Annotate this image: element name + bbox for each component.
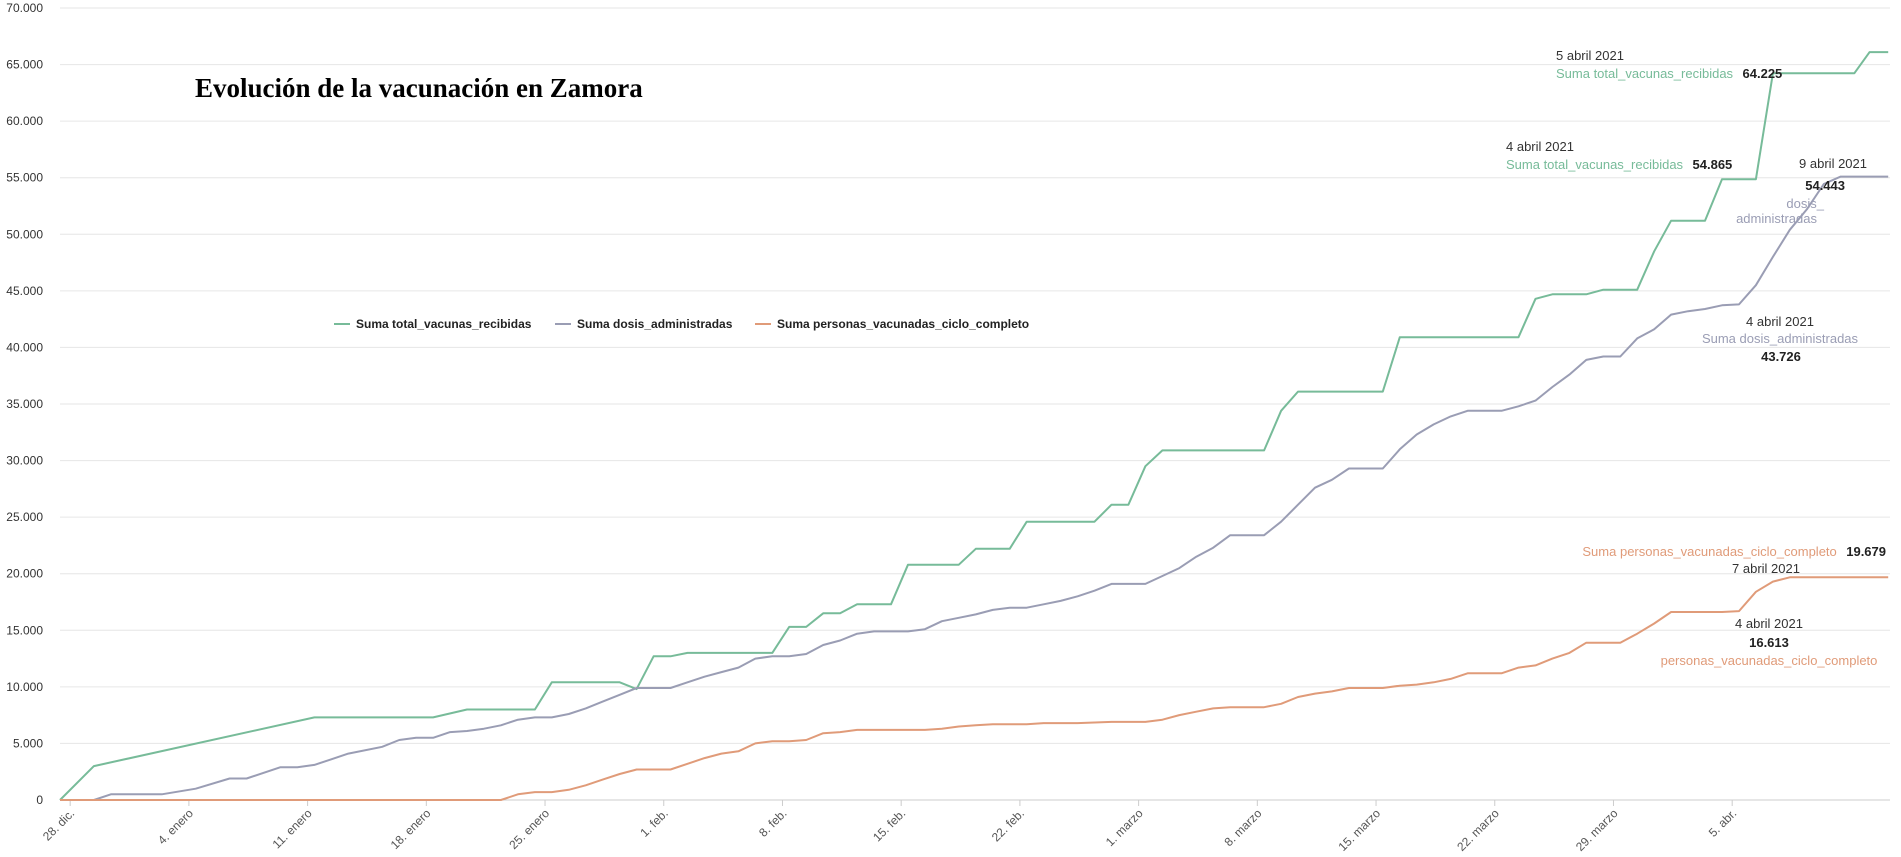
annotation-label: Suma total_vacunas_recibidas 64.225 [1556, 65, 1782, 82]
y-tick-label: 70.000 [6, 1, 43, 15]
x-tick-label: 5. abr. [1706, 806, 1739, 839]
y-axis-ticks: 0 5.000 10.000 15.000 20.000 25.000 30.000 35.0… [6, 1, 43, 807]
series-lines [59, 51, 1889, 801]
x-axis-ticks: 28. dic. 4. enero 11. enero 18. enero 25. en… [40, 800, 1739, 854]
annotation-label: Suma dosis_administradas [1702, 331, 1859, 346]
x-tick-label: 22. marzo [1454, 806, 1502, 854]
x-tick-label: 11. enero [270, 806, 315, 851]
x-tick-label: 15. feb. [870, 806, 908, 844]
y-tick-label: 50.000 [6, 227, 43, 241]
x-tick-label: 28. dic. [40, 806, 77, 843]
chart-title: Evolución de la vacunación en Zamora [195, 73, 643, 103]
annotation-value: 16.613 [1749, 635, 1789, 650]
y-tick-label: 55.000 [6, 171, 43, 185]
y-tick-label: 35.000 [6, 397, 43, 411]
legend-label-dosis[interactable]: Suma dosis_administradas [577, 317, 733, 331]
x-tick-label: 4. enero [155, 806, 196, 847]
x-tick-label: 1. feb. [637, 806, 670, 839]
series-line-vacunas-recibidas[interactable] [59, 51, 1889, 801]
y-tick-label: 15.000 [6, 623, 43, 637]
annotation-value: 54.443 [1805, 178, 1845, 193]
annotation-date: 5 abril 2021 [1556, 48, 1624, 63]
grid-lines [60, 7, 1890, 801]
x-tick-label: 22. feb. [989, 806, 1027, 844]
annotation-label: personas_vacunadas_ciclo_completo [1661, 653, 1878, 668]
y-tick-label: 45.000 [6, 284, 43, 298]
y-tick-label: 20.000 [6, 567, 43, 581]
annotation-label: administradas [1736, 211, 1817, 226]
annotation-date: 4 abril 2021 [1735, 616, 1803, 631]
y-tick-label: 25.000 [6, 510, 43, 524]
y-tick-label: 30.000 [6, 454, 43, 468]
x-tick-label: 8. marzo [1222, 806, 1265, 849]
x-tick-label: 8. feb. [756, 806, 789, 839]
x-tick-label: 15. marzo [1336, 806, 1384, 854]
x-tick-label: 29. marzo [1573, 806, 1621, 854]
y-tick-label: 5.000 [13, 736, 43, 750]
legend: Suma total_vacunas_recibidas Suma dosis_… [334, 317, 1029, 331]
annotation-label: Suma personas_vacunadas_ciclo_completo 1… [1582, 543, 1886, 560]
annotation-date: 9 abril 2021 [1799, 156, 1867, 171]
series-line-ciclo-completo[interactable] [60, 576, 1889, 801]
y-tick-label: 60.000 [6, 114, 43, 128]
x-tick-label: 1. marzo [1103, 806, 1146, 849]
annotation-label: Suma total_vacunas_recibidas 54.865 [1506, 156, 1732, 173]
y-tick-label: 0 [36, 793, 43, 807]
y-tick-label: 10.000 [6, 680, 43, 694]
y-tick-label: 65.000 [6, 58, 43, 72]
annotation-label: dosis_ [1786, 196, 1824, 211]
data-annotations: 5 abril 2021 Suma total_vacunas_recibida… [1506, 48, 1886, 668]
annotation-value: 43.726 [1761, 349, 1801, 364]
y-tick-label: 40.000 [6, 340, 43, 354]
annotation-date: 4 abril 2021 [1746, 314, 1814, 329]
legend-label-ciclo-completo[interactable]: Suma personas_vacunadas_ciclo_completo [777, 317, 1029, 331]
annotation-date: 4 abril 2021 [1506, 139, 1574, 154]
annotation-date: 7 abril 2021 [1732, 561, 1800, 576]
x-tick-label: 18. enero [388, 806, 434, 852]
series-line-dosis-administradas[interactable] [60, 175, 1889, 801]
legend-label-recibidas[interactable]: Suma total_vacunas_recibidas [356, 317, 532, 331]
x-tick-label: 25. enero [506, 806, 552, 852]
